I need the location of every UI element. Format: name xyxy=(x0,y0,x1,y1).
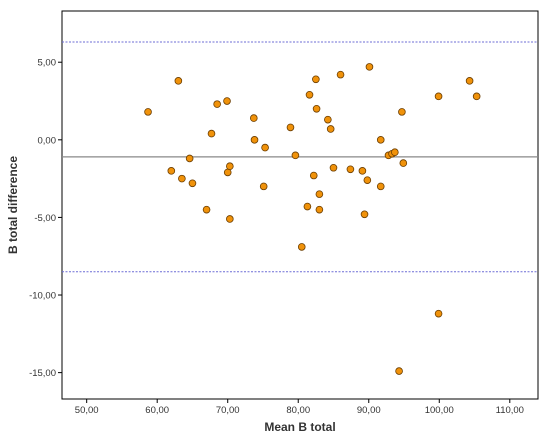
data-point xyxy=(315,205,324,214)
data-point xyxy=(207,129,216,138)
data-point xyxy=(434,309,443,318)
data-point xyxy=(144,108,152,116)
data-point xyxy=(434,92,443,101)
data-point xyxy=(312,104,321,113)
data-point xyxy=(250,114,258,122)
data-point xyxy=(363,176,372,184)
data-point xyxy=(376,182,385,191)
y-tick-label: -5,00 xyxy=(34,213,56,224)
data-point xyxy=(398,108,406,116)
y-axis-ticks: 5,00 0,00 -5,00 -10,00 -15,00 xyxy=(29,58,62,379)
reference-lines xyxy=(62,41,538,273)
data-point xyxy=(315,190,324,198)
y-tick-label: -15,00 xyxy=(29,368,56,379)
data-point xyxy=(297,243,306,251)
data-point xyxy=(202,205,211,214)
y-tick-label: -10,00 xyxy=(29,291,56,302)
y-tick-label: 0,00 xyxy=(38,135,57,146)
data-point xyxy=(376,136,385,144)
data-point xyxy=(286,123,295,132)
x-tick-label: 60,00 xyxy=(145,405,169,416)
x-tick-label: 80,00 xyxy=(286,405,310,416)
x-axis-title: Mean B total xyxy=(264,420,335,434)
data-point xyxy=(358,167,367,175)
data-point xyxy=(472,92,481,101)
x-tick-label: 70,00 xyxy=(216,405,240,416)
x-tick-label: 110,00 xyxy=(496,405,524,416)
y-axis-title: B total difference xyxy=(6,156,20,254)
data-point xyxy=(360,210,369,219)
data-point xyxy=(261,143,269,152)
data-point xyxy=(365,63,374,71)
data-point xyxy=(336,70,345,79)
data-point xyxy=(259,182,268,191)
data-point xyxy=(312,75,320,84)
data-point xyxy=(178,174,186,183)
data-point xyxy=(250,136,259,144)
data-point xyxy=(174,77,183,85)
data-point xyxy=(395,367,403,375)
data-point xyxy=(223,168,232,177)
data-point xyxy=(188,179,197,188)
data-point xyxy=(305,91,314,99)
plot-frame xyxy=(61,10,539,400)
data-point xyxy=(346,165,355,174)
data-point xyxy=(185,154,194,163)
data-point xyxy=(226,162,234,171)
data-points xyxy=(144,63,481,375)
x-tick-label: 50,00 xyxy=(75,405,99,416)
data-point xyxy=(303,202,312,211)
data-point xyxy=(223,97,231,105)
data-point xyxy=(291,151,300,160)
data-point xyxy=(309,171,318,180)
x-axis-ticks: 50,00 60,00 70,00 80,00 90,00 100,00 110,00 xyxy=(75,399,524,416)
x-tick-label: 100,00 xyxy=(425,405,454,416)
data-point xyxy=(391,148,399,157)
x-tick-label: 90,00 xyxy=(357,405,381,416)
data-point xyxy=(326,125,335,133)
data-point xyxy=(329,163,338,172)
data-point xyxy=(226,215,234,223)
data-point xyxy=(465,77,474,85)
data-point xyxy=(324,115,332,124)
data-point xyxy=(213,100,221,108)
y-tick-label: 5,00 xyxy=(38,58,57,69)
data-point xyxy=(167,167,176,175)
data-point xyxy=(399,159,408,167)
